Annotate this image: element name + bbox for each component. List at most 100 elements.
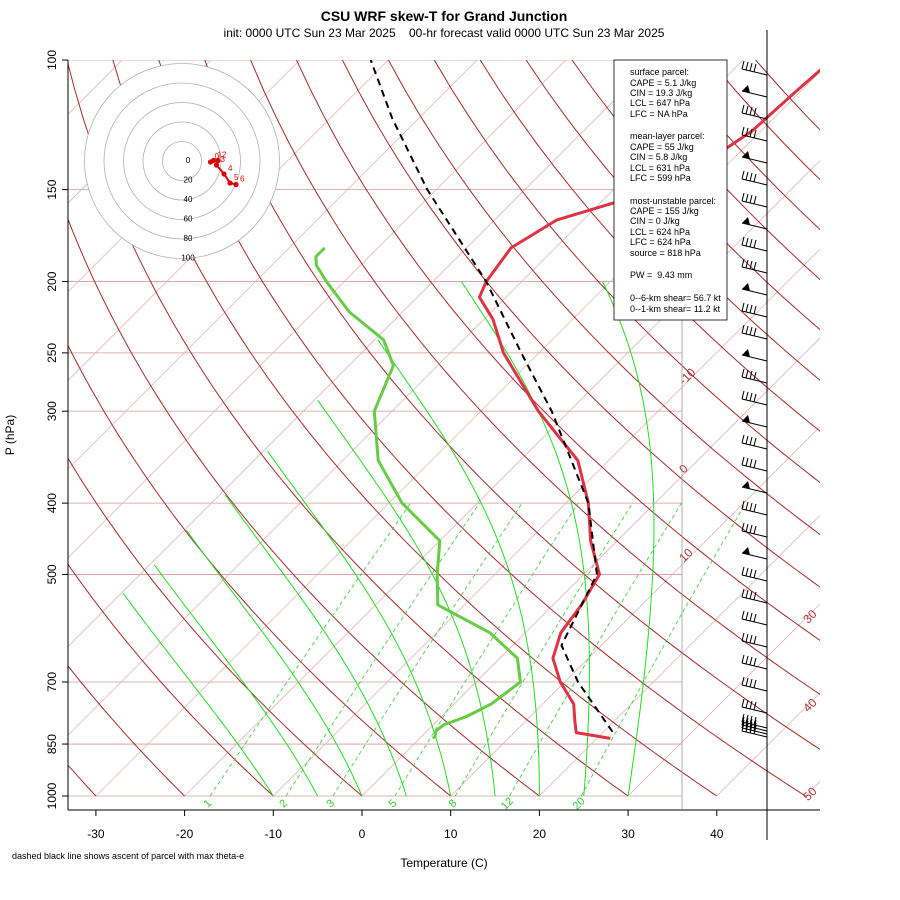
surface-cin: CIN = 19.3 J/kg [630, 88, 692, 98]
wind-barb [741, 698, 768, 714]
y-tick-label: 150 [45, 179, 59, 199]
hodograph-point-label: 0 [215, 152, 220, 161]
dry-adiabat [250, 60, 820, 695]
footnote: dashed black line shows ascent of parcel… [12, 851, 244, 861]
wind-barb [741, 368, 768, 384]
precipitable-water: PW = 9.43 mm [630, 270, 692, 280]
wind-barb [741, 390, 768, 406]
wind-barb [741, 283, 768, 296]
hodograph-point-label: 6 [240, 175, 245, 184]
wind-barb [741, 217, 768, 230]
wind-barbs [741, 30, 768, 840]
y-tick-label: 700 [45, 672, 59, 692]
hodograph-point [213, 162, 220, 168]
dry-adiabat [525, 60, 820, 381]
wind-barb [741, 481, 768, 494]
y-tick-label: 300 [45, 401, 59, 421]
isotherm-line [805, 780, 820, 797]
wind-barb [741, 522, 768, 538]
hodograph-point-label: 5 [234, 173, 239, 182]
wind-barb [741, 104, 768, 120]
mixing-ratio-label: 1 [202, 797, 215, 810]
hodograph-ring-label: 60 [184, 215, 193, 224]
wind-barb [741, 324, 768, 340]
temperature-axis: -30 -20 -10 0 10 20 30 40 [87, 810, 724, 841]
hodograph-ring-label: 100 [181, 254, 195, 263]
isotherm-line [627, 603, 820, 797]
x-tick-label: 20 [533, 827, 547, 841]
wind-barb [741, 258, 768, 274]
mixing-ratio-line [394, 502, 579, 797]
x-tick-label: 10 [444, 827, 458, 841]
hodograph-point [215, 157, 221, 164]
hodograph-point [221, 171, 227, 177]
mixing-ratio-line [580, 502, 746, 797]
moist-adiabat [122, 592, 274, 797]
wind-barb [741, 566, 768, 582]
dry-adiabat [68, 344, 452, 797]
hodograph-point [233, 181, 239, 188]
hodograph-ring-label: 40 [184, 195, 193, 204]
mu-lfc: LFC = 624 hPa [630, 237, 691, 247]
y-tick-label: 500 [45, 564, 59, 584]
isotherm-line [184, 160, 820, 797]
dry-adiabat [433, 60, 820, 484]
isotherm-label: 10 [676, 545, 696, 565]
shear-0-6km: 0--6-km shear= 56.7 kt [630, 293, 721, 303]
wind-barb [741, 676, 768, 692]
dewpoint-profile [314, 246, 522, 740]
moist-adiabat [185, 529, 363, 797]
moist-adiabat [153, 564, 319, 797]
isotherm-label: 50 [800, 784, 820, 804]
hodograph-ring-label: 80 [184, 234, 193, 243]
y-tick-label: 250 [45, 343, 59, 363]
y-tick-label: 400 [45, 493, 59, 513]
isotherm-line [273, 248, 820, 797]
moist-adiabat [224, 494, 407, 797]
hodograph-ring [162, 141, 202, 181]
dry-adiabat [479, 60, 820, 432]
mu-cin: CIN = 0 J/kg [630, 216, 680, 226]
hodograph-ring [142, 121, 222, 201]
wind-barb [741, 610, 768, 626]
y-axis-label: P (hPa) [3, 415, 17, 455]
isotherm-line [68, 60, 655, 648]
ml-lcl: LCL = 631 hPa [630, 163, 690, 173]
hodograph-point [210, 157, 217, 164]
chart-title: CSU WRF skew-T for Grand Junction [321, 8, 568, 24]
wind-barb [741, 151, 768, 164]
wind-barb [741, 349, 768, 362]
isotherm-line [68, 60, 478, 470]
wind-barb [741, 654, 768, 670]
hodograph-point-label: 1 [218, 151, 223, 160]
mixing-ratio-line [332, 502, 523, 797]
surface-cape: CAPE = 5.1 J/kg [630, 78, 696, 88]
isotherm-label: 30 [800, 607, 820, 627]
wind-barb [741, 722, 768, 738]
mixing-ratio-line [509, 502, 682, 797]
dry-adiabat [68, 457, 363, 797]
hodograph-point [227, 180, 233, 186]
dry-adiabat [68, 61, 629, 797]
moist-adiabat [377, 339, 540, 796]
hodograph-ring [123, 102, 241, 220]
wind-barb [741, 588, 768, 604]
hodograph-point-label: 3 [221, 155, 226, 164]
mu-lcl: LCL = 624 hPa [630, 227, 690, 237]
shear-0-1km: 0--1-km shear= 11.2 kt [630, 304, 721, 314]
x-tick-label: -10 [265, 827, 283, 841]
mu-parcel-header: most-unstable parcel: [630, 196, 716, 206]
dry-adiabat [158, 60, 806, 797]
mu-cape: CAPE = 155 J/kg [630, 206, 699, 216]
wind-barb [741, 302, 768, 318]
isotherm-line [450, 426, 820, 797]
ml-cape: CAPE = 55 J/kg [630, 142, 694, 152]
parcel-profile [369, 60, 614, 733]
mixing-ratio-label: 3 [324, 797, 337, 810]
x-tick-label: 0 [359, 827, 366, 841]
isotherm-line [539, 514, 820, 797]
wind-barb [741, 192, 768, 208]
hodograph-point-label: 4 [228, 164, 233, 173]
dry-adiabat [755, 60, 820, 131]
